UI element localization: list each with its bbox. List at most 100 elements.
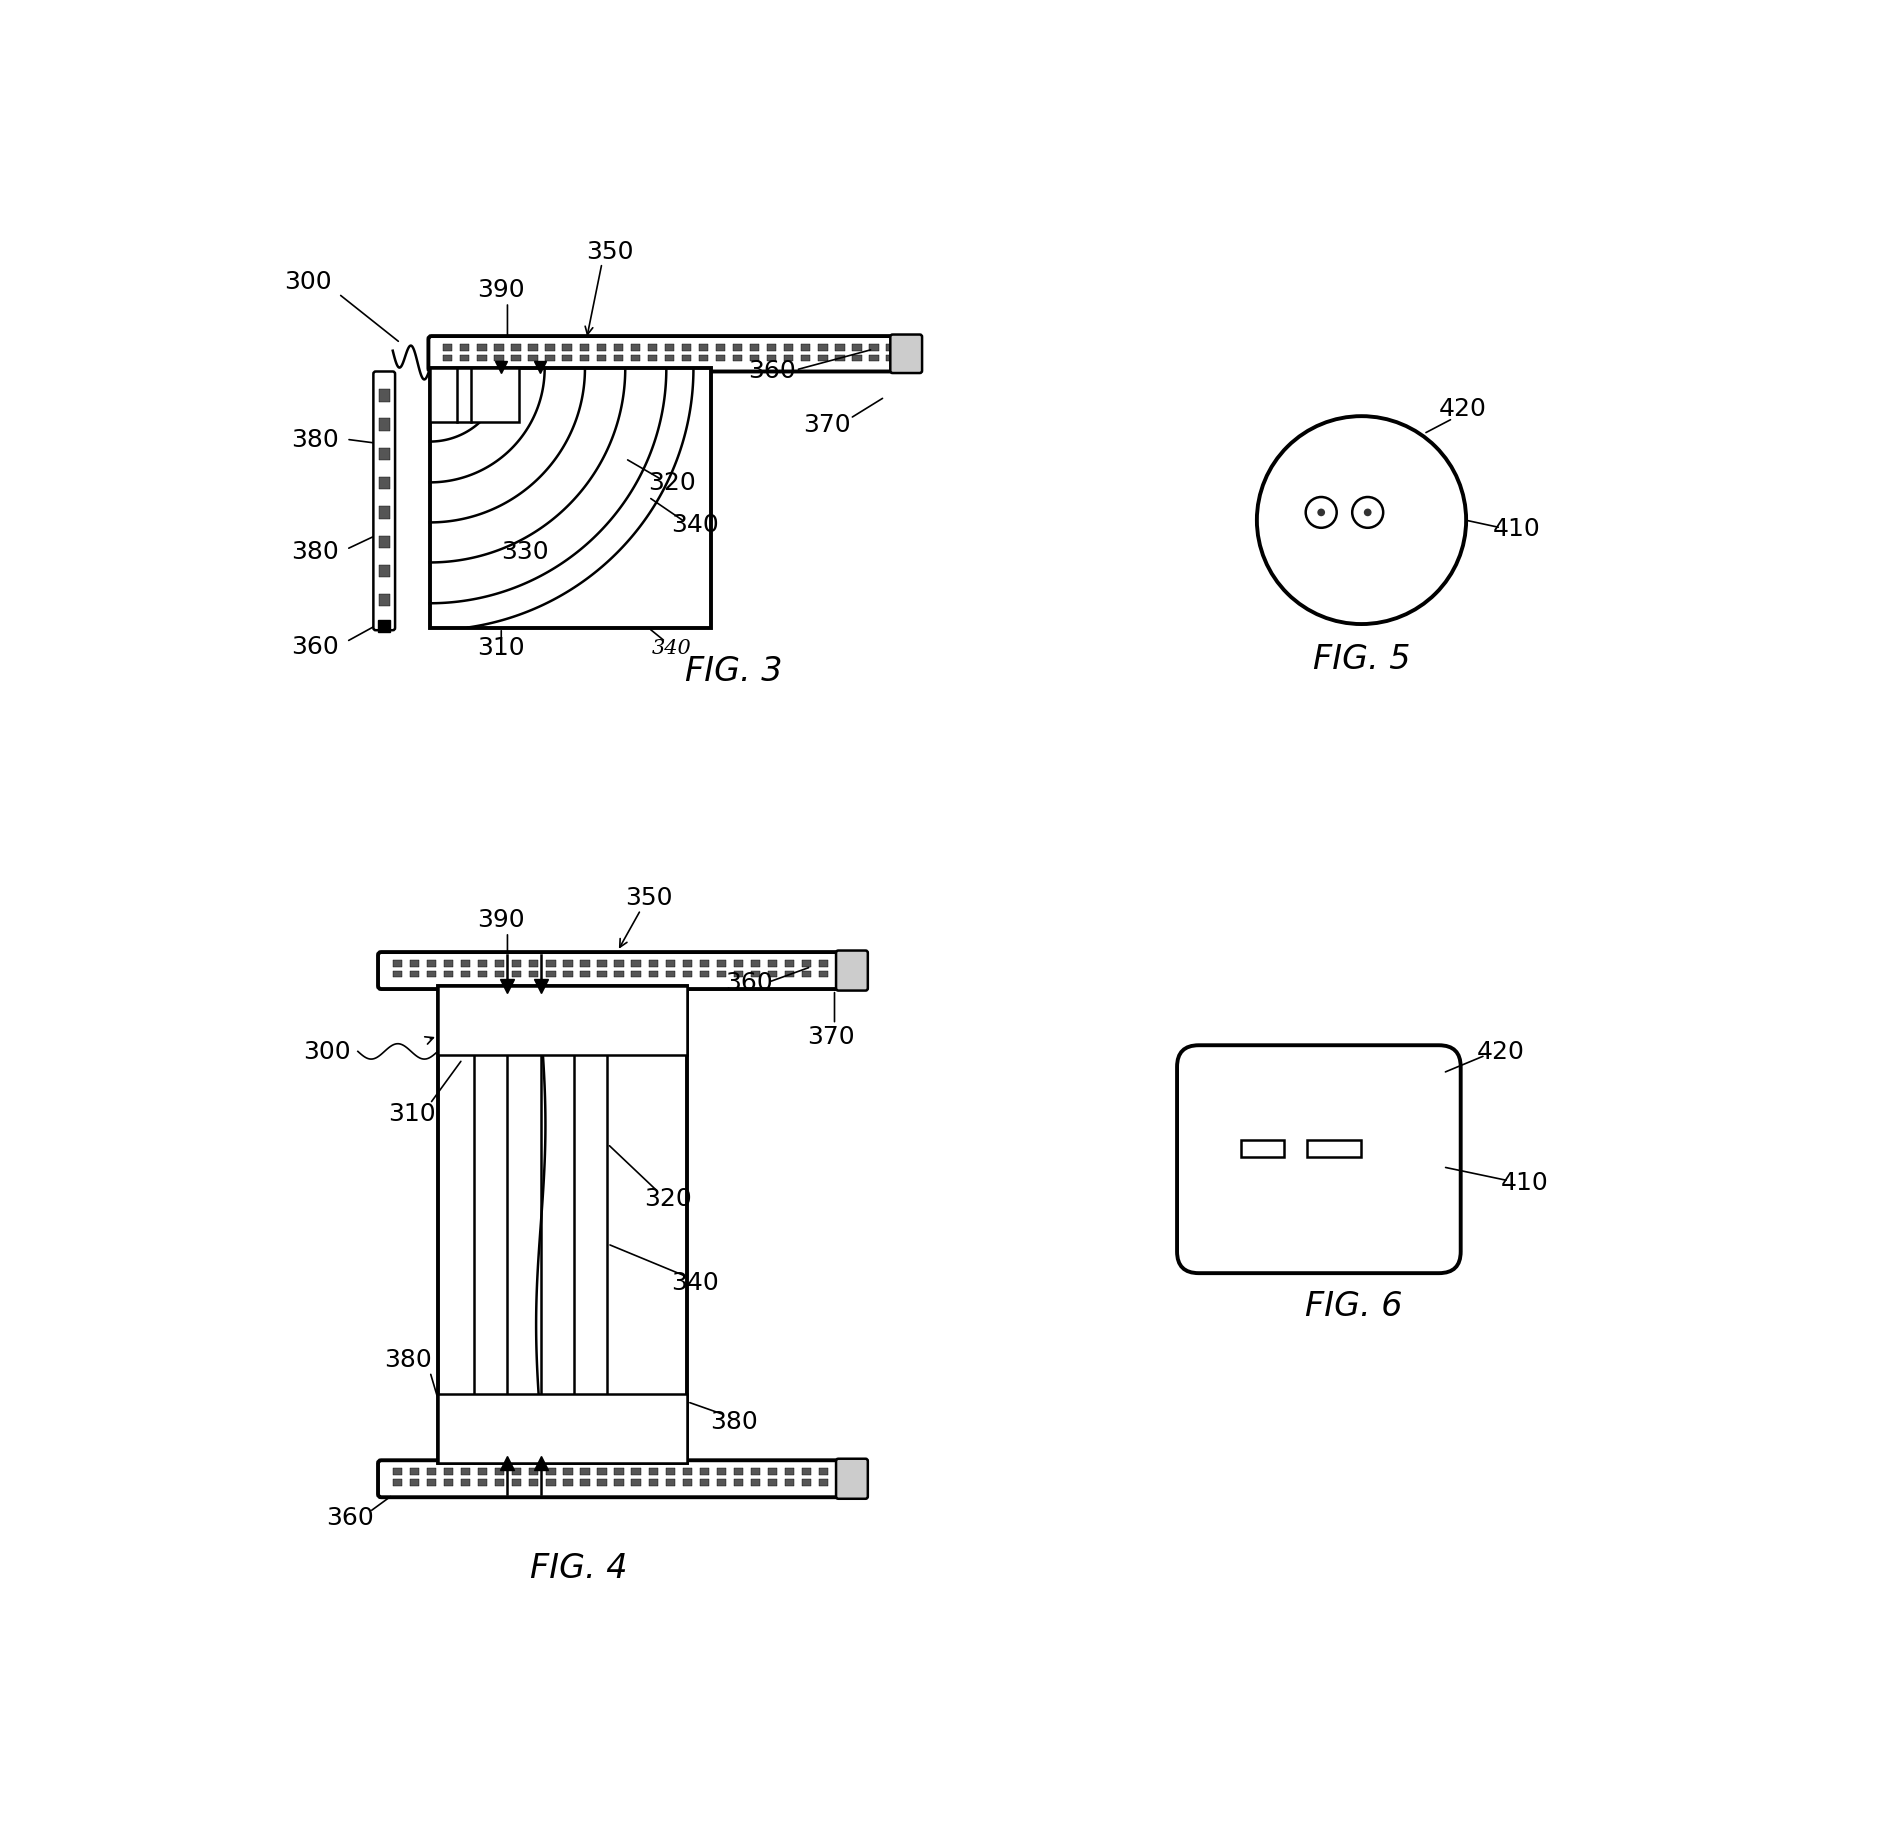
Bar	[886, 355, 896, 362]
Bar	[801, 355, 810, 362]
Bar	[751, 1479, 761, 1486]
Bar	[580, 344, 590, 351]
Bar	[580, 355, 590, 362]
Bar	[495, 971, 504, 978]
Bar	[698, 355, 708, 362]
Text: 370: 370	[803, 412, 850, 436]
Bar	[378, 508, 390, 519]
Bar	[512, 971, 521, 978]
Bar	[649, 355, 656, 362]
Bar	[392, 971, 401, 978]
FancyBboxPatch shape	[890, 335, 922, 373]
Bar	[666, 344, 673, 351]
Bar	[495, 344, 504, 351]
Text: 360: 360	[327, 1506, 375, 1530]
Text: 330: 330	[500, 539, 548, 563]
Bar	[512, 1468, 521, 1475]
Bar	[378, 419, 390, 432]
Bar	[683, 1468, 692, 1475]
Bar	[751, 971, 761, 978]
Bar	[649, 960, 658, 967]
Bar	[443, 1468, 453, 1475]
Circle shape	[1257, 417, 1466, 625]
Bar	[378, 565, 390, 577]
Text: 310: 310	[388, 1102, 436, 1125]
Bar	[614, 1479, 624, 1486]
Bar	[852, 344, 862, 351]
Bar	[597, 355, 607, 362]
Text: 350: 350	[586, 239, 633, 263]
Bar	[734, 971, 744, 978]
Bar	[751, 960, 761, 967]
Circle shape	[1364, 509, 1371, 517]
Bar	[835, 355, 844, 362]
Bar	[734, 960, 744, 967]
Text: 370: 370	[806, 1024, 854, 1048]
Bar	[443, 960, 453, 967]
Bar	[614, 344, 624, 351]
Bar	[869, 355, 879, 362]
Text: 340: 340	[652, 638, 692, 657]
Bar	[751, 1468, 761, 1475]
Bar	[443, 971, 453, 978]
Bar	[437, 1394, 687, 1464]
Bar	[597, 1479, 607, 1486]
Bar	[477, 971, 487, 978]
Bar	[460, 344, 470, 351]
Bar	[749, 355, 759, 362]
Text: 410: 410	[1493, 517, 1541, 541]
Bar	[698, 344, 708, 351]
Bar	[495, 1468, 504, 1475]
Text: 420: 420	[1438, 397, 1485, 421]
Bar	[409, 1468, 418, 1475]
Bar	[529, 1468, 538, 1475]
FancyBboxPatch shape	[837, 951, 867, 991]
Bar	[768, 971, 778, 978]
Bar	[546, 1468, 555, 1475]
Bar	[683, 1479, 692, 1486]
Circle shape	[1352, 498, 1383, 528]
Bar	[563, 1468, 573, 1475]
Bar	[767, 355, 776, 362]
Bar	[631, 344, 639, 351]
Text: FIG. 6: FIG. 6	[1305, 1289, 1402, 1322]
Bar	[477, 960, 487, 967]
Bar	[803, 960, 812, 967]
Bar	[614, 971, 624, 978]
Circle shape	[1305, 498, 1337, 528]
Bar	[666, 1468, 675, 1475]
Bar	[666, 355, 673, 362]
Bar	[786, 1468, 795, 1475]
Bar	[409, 971, 418, 978]
Bar	[443, 1479, 453, 1486]
Bar	[597, 960, 607, 967]
FancyBboxPatch shape	[837, 1458, 867, 1499]
Text: 320: 320	[645, 1186, 692, 1210]
Bar	[717, 971, 727, 978]
Bar	[732, 355, 742, 362]
Bar	[563, 355, 573, 362]
Bar	[563, 344, 573, 351]
Bar	[768, 1479, 778, 1486]
Bar	[512, 355, 521, 362]
Text: 380: 380	[291, 539, 339, 563]
Bar	[835, 344, 844, 351]
Text: 380: 380	[384, 1348, 432, 1372]
Bar	[784, 355, 793, 362]
Bar	[430, 370, 711, 629]
Bar	[460, 960, 470, 967]
Bar	[409, 1479, 418, 1486]
Bar	[649, 1468, 658, 1475]
Bar	[437, 986, 687, 1056]
Bar	[378, 537, 390, 548]
Bar	[666, 1479, 675, 1486]
Text: 390: 390	[477, 907, 525, 931]
Bar	[477, 1479, 487, 1486]
Text: 410: 410	[1501, 1171, 1548, 1195]
Bar	[681, 344, 690, 351]
Bar	[768, 1468, 778, 1475]
Text: 300: 300	[283, 270, 331, 294]
Bar	[631, 971, 641, 978]
Bar	[392, 960, 401, 967]
Bar	[529, 960, 538, 967]
